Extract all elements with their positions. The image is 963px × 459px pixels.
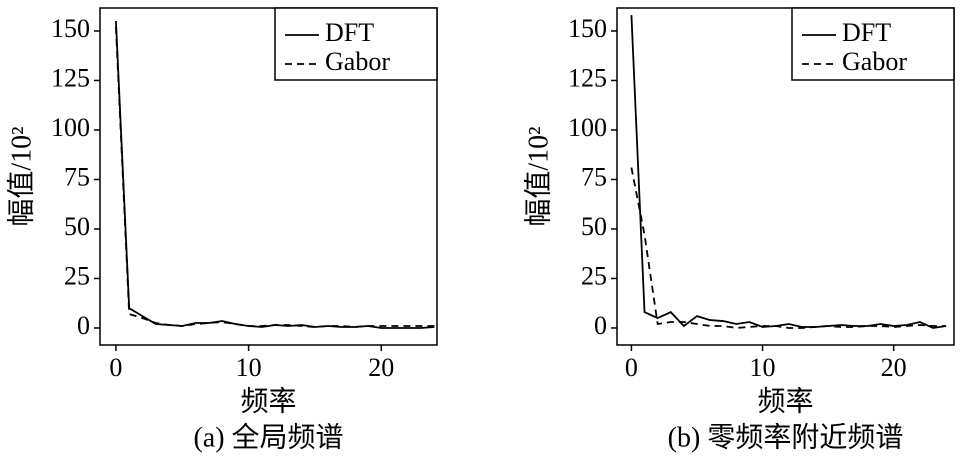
chart-panel: 0 25 50 75 100 125 150 0 10 20 频率 幅值/10² (b) 零频率附近频谱… <box>522 7 955 453</box>
legend-label: DFT <box>842 18 891 47</box>
y-tick-label: 50 <box>581 212 607 241</box>
y-tick-label: 125 <box>51 63 90 92</box>
y-tick-label: 50 <box>64 212 90 241</box>
x-axis-label: 频率 <box>757 385 813 417</box>
legend-box <box>791 7 955 81</box>
y-tick-label: 100 <box>568 113 607 142</box>
chart-panel: 0 25 50 75 100 125 150 0 10 20 频率 幅值/10² (a) 全局频谱 DFT… <box>5 7 438 453</box>
legend-label: DFT <box>325 18 374 47</box>
x-tick-label: 0 <box>625 353 638 382</box>
y-tick-label: 25 <box>581 261 607 290</box>
y-tick-label: 125 <box>568 63 607 92</box>
chart-title: (b) 零频率附近频谱 <box>668 421 904 453</box>
data-line <box>115 26 435 328</box>
y-tick-label: 150 <box>51 14 90 43</box>
x-tick-label: 10 <box>236 353 262 382</box>
x-tick-label: 0 <box>109 353 122 382</box>
x-tick-label: 20 <box>881 353 907 382</box>
y-axis-label: 幅值/10² <box>5 126 37 226</box>
chart-title: (a) 全局频谱 <box>193 421 343 453</box>
y-tick-label: 150 <box>568 14 607 43</box>
y-axis-label: 幅值/10² <box>522 126 554 226</box>
y-tick-label: 25 <box>64 261 90 290</box>
legend-box <box>274 7 438 81</box>
plot-frame <box>616 7 955 346</box>
data-line <box>630 15 947 329</box>
y-tick-label: 0 <box>594 311 607 340</box>
data-line <box>630 167 947 329</box>
plot-frame <box>99 7 438 346</box>
y-tick-label: 75 <box>64 162 90 191</box>
y-tick-label: 100 <box>51 113 90 142</box>
legend-label: Gabor <box>842 47 907 76</box>
y-tick-label: 75 <box>581 162 607 191</box>
x-tick-label: 20 <box>368 353 394 382</box>
legend-label: Gabor <box>325 47 390 76</box>
y-tick-label: 0 <box>77 311 90 340</box>
x-tick-label: 10 <box>750 353 776 382</box>
x-axis-label: 频率 <box>240 385 296 417</box>
